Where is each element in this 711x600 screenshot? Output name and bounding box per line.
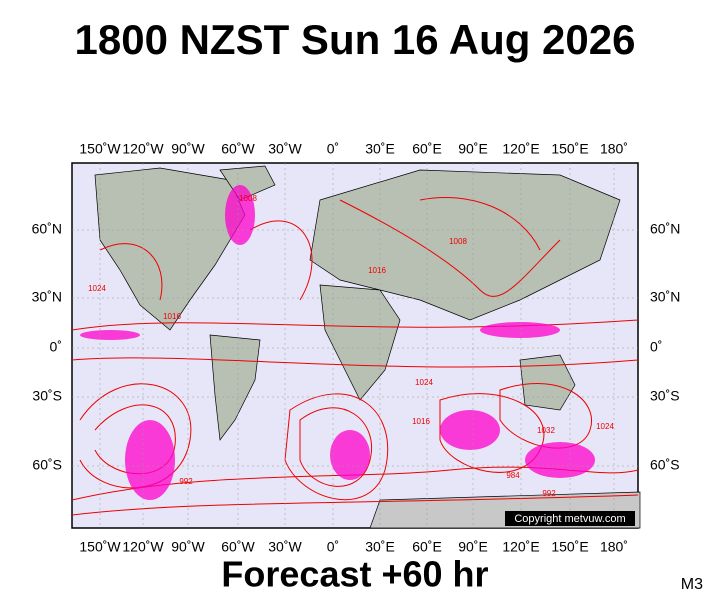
lon-label-top: 60˚W: [221, 141, 255, 157]
lon-label-bottom: 150˚E: [551, 539, 588, 555]
lon-label-bottom: 30˚E: [365, 539, 395, 555]
lon-label-bottom: 60˚W: [221, 539, 255, 555]
lat-label-right: 60˚S: [650, 457, 680, 473]
lon-label-bottom: 120˚W: [122, 539, 164, 555]
lon-label-bottom: 60˚E: [412, 539, 442, 555]
lon-label-top: 90˚E: [458, 141, 488, 157]
lon-label-top: 120˚E: [502, 141, 539, 157]
lon-label-bottom: 120˚E: [502, 539, 539, 555]
lat-label-left: 0˚: [50, 339, 62, 355]
lon-label-bottom: 90˚W: [171, 539, 205, 555]
title: 1800 NZST Sun 16 Aug 2026: [75, 16, 636, 63]
lon-label-bottom: 30˚W: [268, 539, 302, 555]
lon-label-top: 180˚: [600, 141, 628, 157]
isobar-label: 1024: [88, 284, 106, 293]
lat-label-left: 30˚S: [32, 388, 62, 404]
isobar-label: 1016: [412, 417, 430, 426]
caption: Forecast +60 hr: [221, 554, 488, 595]
lon-label-bottom: 180˚: [600, 539, 628, 555]
isobar-label: 1016: [163, 312, 181, 321]
isobar-label: 1032: [537, 426, 555, 435]
lat-label-right: 30˚N: [650, 289, 680, 305]
lon-label-bottom: 90˚E: [458, 539, 488, 555]
isobar-label: 1024: [596, 422, 614, 431]
lon-label-top: 90˚W: [171, 141, 205, 157]
lon-label-bottom: 0˚: [327, 539, 339, 555]
lon-label-top: 30˚W: [268, 141, 302, 157]
model-code: M3: [681, 576, 703, 593]
lat-label-left: 60˚N: [32, 221, 62, 237]
isobar-label: 1008: [239, 194, 257, 203]
lat-label-right: 0˚: [650, 339, 662, 355]
lon-label-bottom: 150˚W: [79, 539, 121, 555]
lon-label-top: 60˚E: [412, 141, 442, 157]
isobar-label: 984: [506, 471, 520, 480]
map: Copyright metvuw.com 1024 1016 1008 1016 100…: [71, 162, 641, 529]
precipitation: [80, 185, 595, 500]
lat-label-right: 60˚N: [650, 221, 680, 237]
copyright-box: [505, 511, 635, 526]
lon-label-top: 30˚E: [365, 141, 395, 157]
lon-label-top: 120˚W: [122, 141, 164, 157]
isobar-label: 1024: [415, 378, 433, 387]
lat-label-left: 60˚S: [32, 457, 62, 473]
isobars: [71, 196, 639, 516]
copyright: Copyright metvuw.com: [514, 513, 625, 525]
isobar-label: 992: [542, 489, 556, 498]
lon-label-top: 150˚E: [551, 141, 588, 157]
lon-label-top: 150˚W: [79, 141, 121, 157]
lat-label-left: 30˚N: [32, 289, 62, 305]
lat-label-right: 30˚S: [650, 388, 680, 404]
lon-label-top: 0˚: [327, 141, 339, 157]
graticule: [72, 163, 638, 528]
isobar-label: 1016: [368, 266, 386, 275]
isobar-label: 1008: [449, 237, 467, 246]
isobar-label: 992: [179, 477, 193, 486]
